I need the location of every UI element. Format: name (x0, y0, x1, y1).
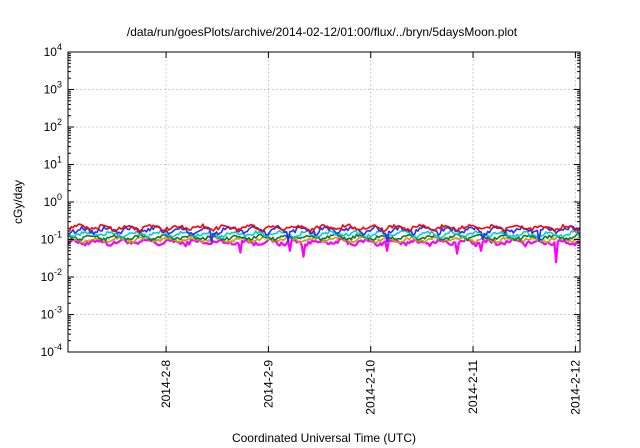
y-tick-label: 10-3 (41, 305, 62, 322)
x-tick-label: 2014-2-12 (568, 360, 582, 415)
y-tick-label: 102 (44, 117, 62, 134)
x-tick-label: 2014-2-8 (159, 360, 173, 408)
x-axis-title: Coordinated Universal Time (UTC) (232, 431, 416, 445)
x-tick-label: 2014-2-11 (466, 360, 480, 414)
y-tick-label: 103 (44, 80, 62, 97)
x-tick-label: 2014-2-9 (261, 360, 275, 408)
tick-layer (68, 51, 580, 353)
y-tick-label: 104 (44, 42, 62, 59)
series-line-4 (67, 229, 581, 239)
series-line-6 (67, 223, 581, 233)
chart-title: /data/run/goesPlots/archive/2014-02-12/0… (127, 25, 518, 39)
series-line-5 (67, 224, 581, 243)
y-tick-label: 101 (44, 155, 62, 172)
y-tick-label: 10-2 (41, 267, 62, 284)
series-line-3 (67, 233, 581, 242)
x-tick-label: 2014-2-10 (364, 360, 378, 415)
y-tick-labels: 10-4 10-3 10-2 10-1 100 101 102 103 104 (41, 42, 62, 359)
series-line-2 (67, 235, 580, 244)
grid-layer (68, 51, 580, 353)
series-layer (67, 223, 581, 264)
x-tick-labels: 2014-2-8 2014-2-9 2014-2-10 2014-2-11 2014-2… (159, 360, 582, 415)
y-tick-label: 100 (44, 192, 62, 209)
y-axis-title: cGy/day (11, 180, 25, 224)
y-tick-label: 10-4 (41, 342, 62, 359)
y-tick-label: 10-1 (41, 230, 62, 247)
series-line-1 (67, 237, 581, 264)
